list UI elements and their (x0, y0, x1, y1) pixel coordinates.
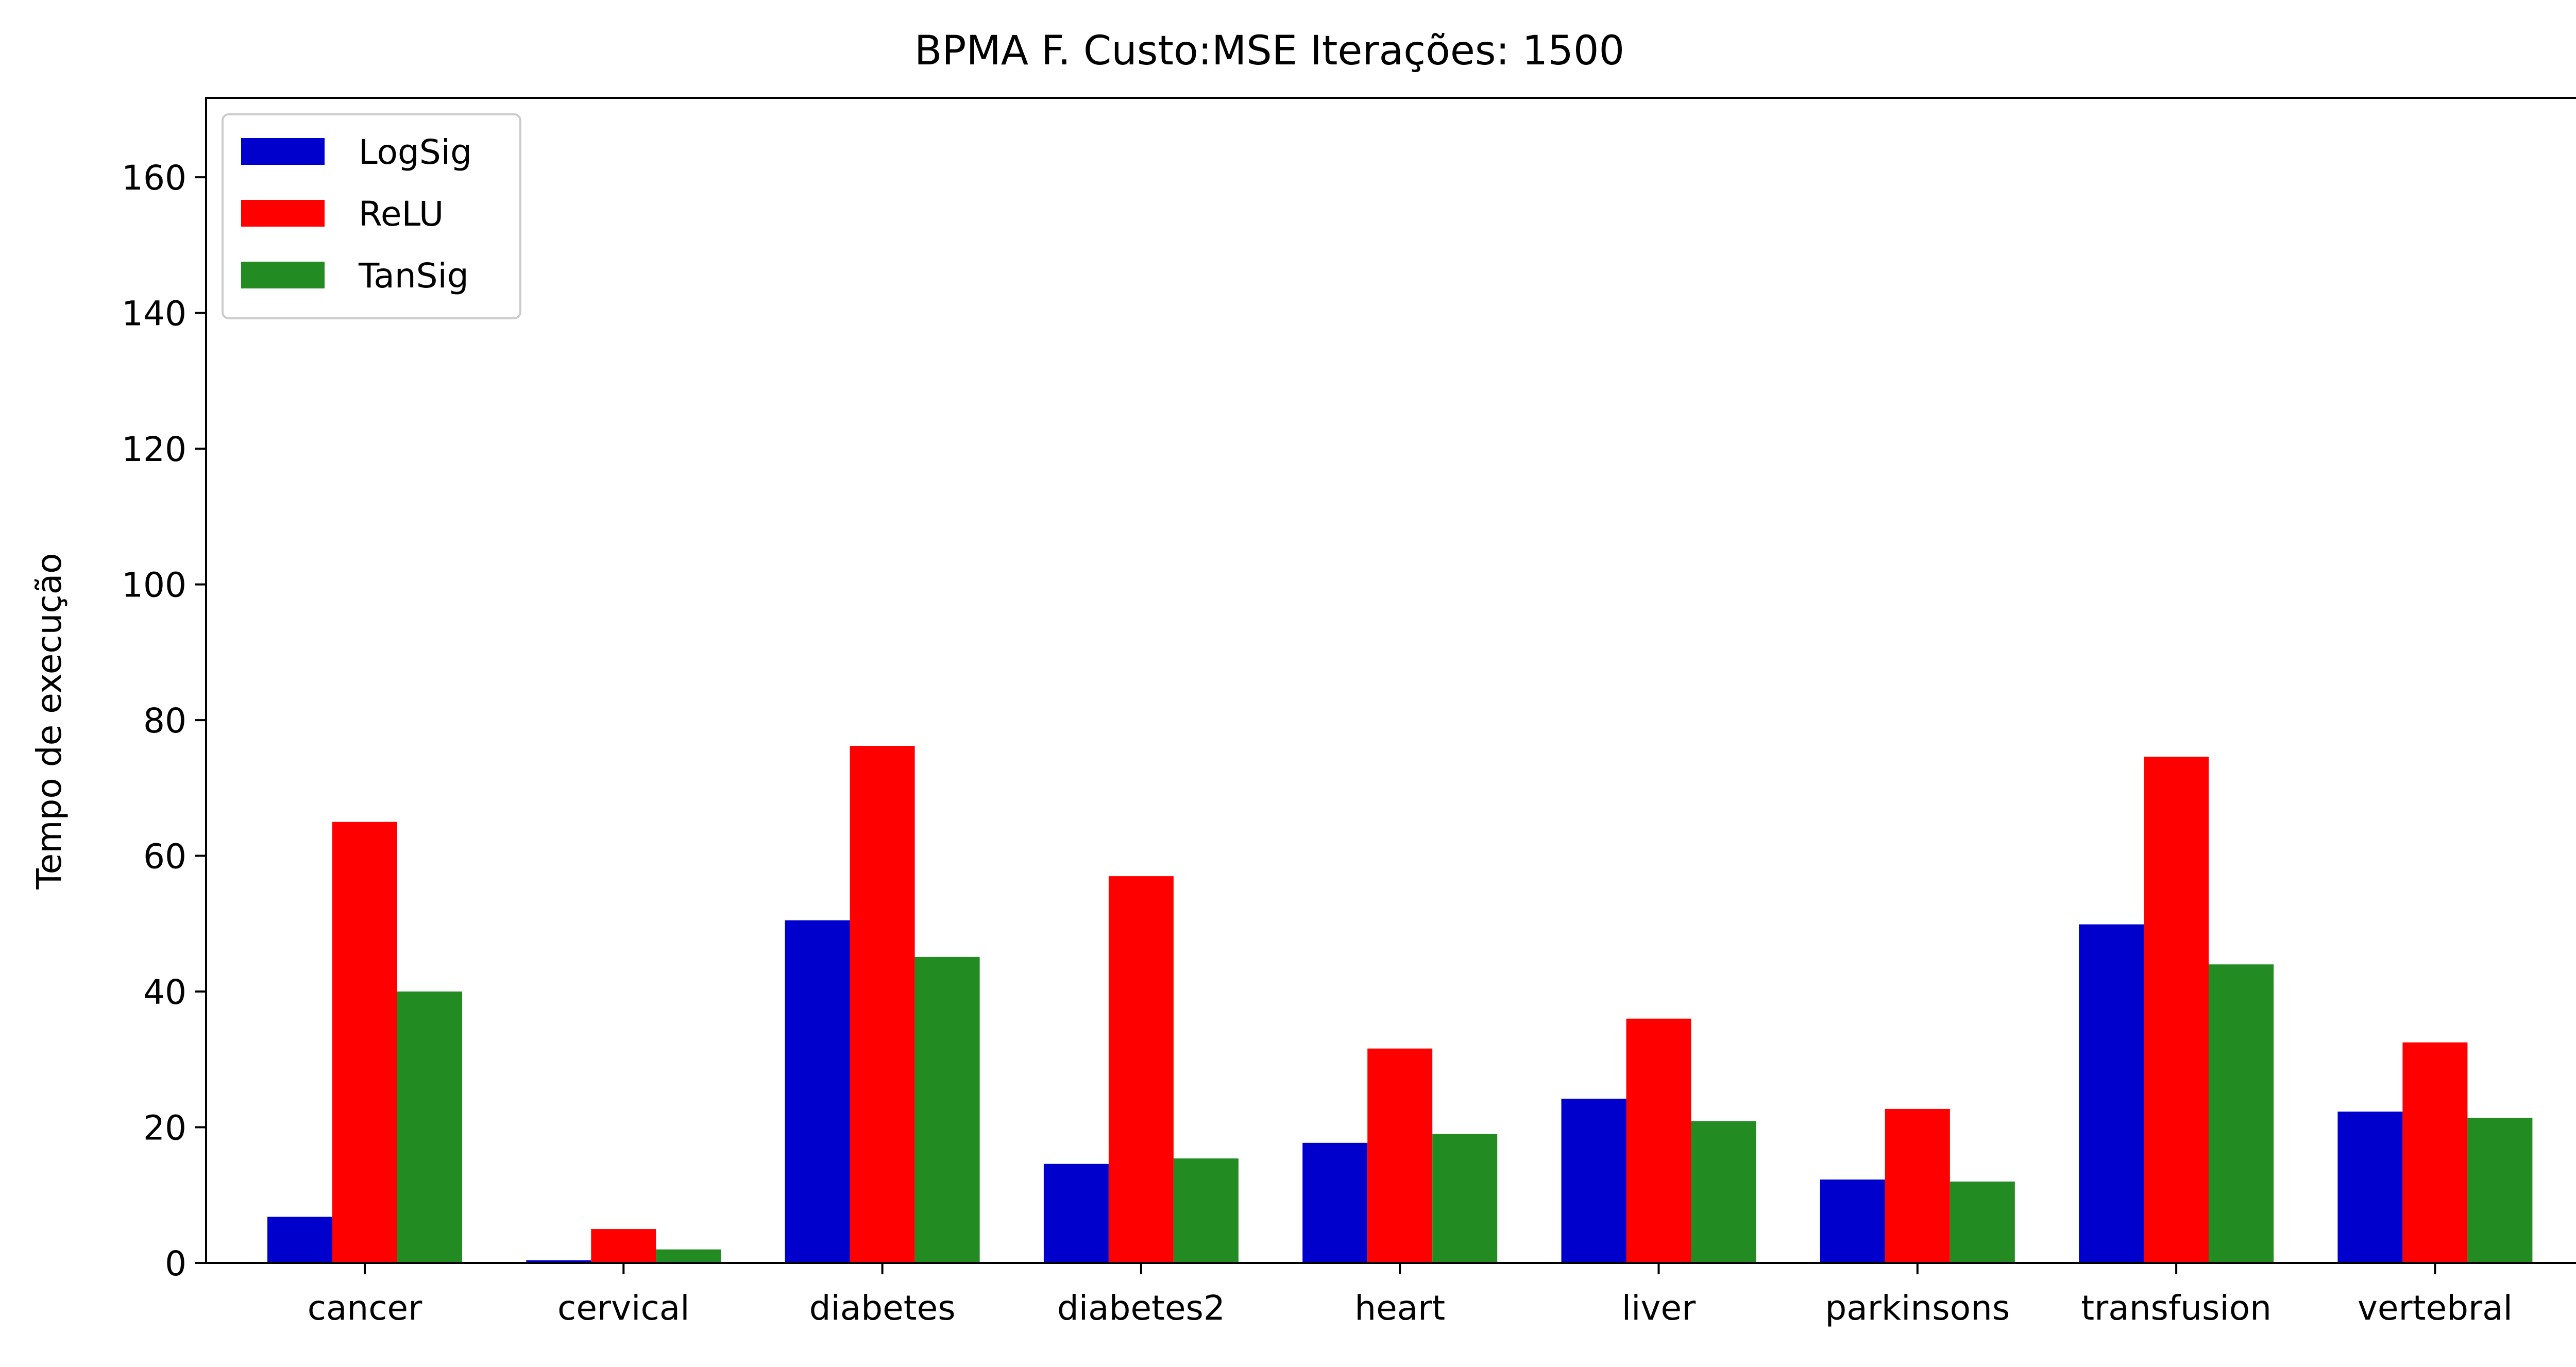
bars-layer (267, 746, 2533, 1263)
x-tick-label: liver (1622, 1288, 1696, 1328)
x-tick-label: diabetes (809, 1288, 956, 1328)
bar-tansig-diabetes (914, 956, 980, 1263)
bar-logsig-liver (1561, 1099, 1626, 1263)
x-tick-label: heart (1354, 1288, 1445, 1328)
bar-logsig-transfusion (2079, 924, 2144, 1263)
bar-relu-vertebral (2402, 1042, 2468, 1263)
bar-logsig-vertebral (2337, 1112, 2403, 1263)
bar-logsig-diabetes2 (1043, 1164, 1109, 1263)
bar-relu-liver (1626, 1018, 1691, 1263)
bar-tansig-diabetes2 (1173, 1158, 1239, 1263)
y-axis-label: Tempo de execução (29, 553, 69, 890)
x-tick-label: cervical (557, 1288, 690, 1328)
chart-title: BPMA F. Custo:MSE Iterações: 1500 (914, 28, 1624, 74)
bar-tansig-vertebral (2467, 1118, 2533, 1263)
y-tick-label: 120 (122, 430, 187, 469)
legend-label-relu: ReLU (359, 194, 444, 234)
x-tick-label: diabetes2 (1057, 1288, 1225, 1328)
x-tick-label: parkinsons (1825, 1288, 2010, 1328)
legend: LogSig ReLU TanSig (222, 113, 521, 319)
bar-relu-cancer (332, 822, 397, 1263)
y-tick-label: 0 (165, 1244, 187, 1284)
bar-logsig-cancer (267, 1217, 332, 1263)
x-tick-label: transfusion (2081, 1288, 2272, 1328)
bar-logsig-cervical (526, 1260, 591, 1263)
y-tick-label: 100 (122, 566, 187, 605)
bar-logsig-heart (1302, 1142, 1368, 1263)
bar-relu-diabetes2 (1108, 876, 1174, 1263)
y-tick-label: 40 (143, 972, 187, 1012)
legend-swatch-tansig (241, 262, 325, 288)
y-tick-label: 20 (143, 1108, 187, 1148)
legend-swatch-relu (241, 200, 325, 227)
y-tick-label: 160 (122, 158, 187, 198)
x-tick-label: vertebral (2358, 1288, 2513, 1328)
y-tick-label: 140 (122, 294, 187, 334)
bar-tansig-cancer (397, 992, 462, 1263)
bar-relu-diabetes (850, 746, 915, 1263)
bar-tansig-liver (1691, 1121, 1756, 1263)
bar-tansig-transfusion (2209, 964, 2274, 1263)
bar-logsig-diabetes (785, 920, 850, 1263)
bar-relu-parkinsons (1885, 1108, 1950, 1263)
y-tick-label: 80 (143, 701, 187, 741)
legend-swatch-logsig (241, 138, 325, 165)
bar-tansig-heart (1432, 1134, 1498, 1263)
x-tick-label: cancer (308, 1288, 422, 1328)
ticks-layer: 0 20 40 60 80 100 120 140 160 cancer cervical diabe… (122, 158, 2513, 1328)
bar-logsig-parkinsons (1820, 1180, 1885, 1263)
bar-relu-heart (1367, 1048, 1433, 1263)
legend-label-logsig: LogSig (359, 132, 472, 172)
y-tick-label: 60 (143, 837, 187, 877)
bar-relu-cervical (591, 1229, 656, 1263)
bar-tansig-parkinsons (1950, 1181, 2015, 1263)
legend-label-tansig: TanSig (358, 256, 469, 296)
plot-area-frame (205, 97, 2576, 1264)
bar-tansig-cervical (656, 1249, 721, 1263)
bar-relu-transfusion (2144, 757, 2209, 1263)
